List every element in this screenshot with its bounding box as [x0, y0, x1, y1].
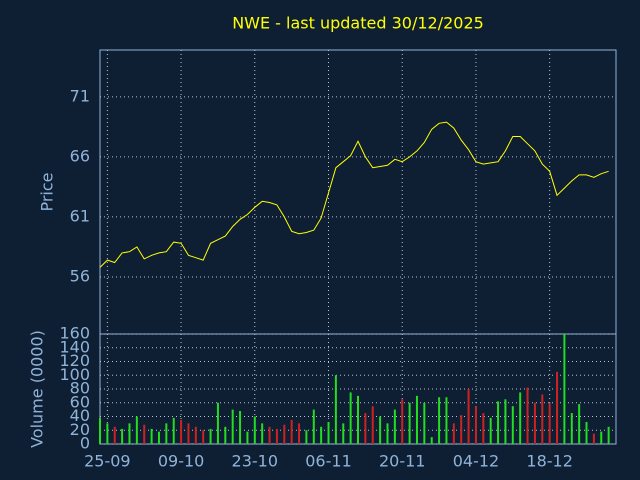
volume-bar: [511, 406, 514, 444]
volume-bar: [438, 397, 441, 444]
volume-bar: [357, 395, 359, 444]
y-tick-label: 71: [70, 86, 90, 105]
volume-bar: [563, 334, 566, 444]
volume-bar: [533, 402, 536, 444]
volume-bar: [327, 422, 330, 444]
volume-bar: [467, 389, 470, 444]
y-tick-label: 140: [59, 337, 90, 356]
volume-bar: [452, 423, 455, 444]
volume-bar: [209, 428, 212, 444]
y-tick-label: 20: [70, 420, 90, 439]
volume-bar: [180, 419, 183, 444]
volume-bar: [150, 428, 153, 444]
volume-bar: [275, 428, 278, 444]
volume-bar: [231, 409, 234, 444]
volume-bar: [423, 402, 426, 444]
volume-bar: [600, 431, 603, 444]
volume-bar: [239, 411, 242, 444]
x-tick-label: 23-10: [232, 452, 279, 471]
price-line: [99, 121, 609, 268]
volume-bar: [253, 416, 256, 444]
volume-bar: [224, 426, 227, 444]
x-tick-label: 09-10: [158, 452, 205, 471]
volume-bar: [261, 423, 264, 444]
volume-bar: [585, 422, 588, 444]
volume-bar: [393, 409, 396, 444]
y-tick-label: 100: [59, 365, 90, 384]
chart-title: NWE - last updated 30/12/2025: [232, 14, 484, 33]
volume-bar: [430, 437, 433, 444]
y-tick-label: 0: [80, 434, 90, 453]
volume-bar: [556, 371, 559, 444]
y-tick-label: 66: [70, 146, 90, 165]
volume-bar: [157, 431, 160, 444]
volume-bar: [592, 433, 595, 444]
y-tick-label: 80: [70, 379, 90, 398]
volume-bar: [187, 423, 190, 444]
volume-bar: [415, 395, 418, 444]
volume-bar: [135, 416, 138, 444]
volume-bar: [489, 417, 492, 444]
y-tick-label: 160: [59, 324, 90, 343]
y-tick-label: 60: [70, 392, 90, 411]
volume-bar: [298, 423, 301, 444]
price-axis-label: Price: [38, 172, 57, 211]
x-tick-label: 20-11: [379, 452, 426, 471]
volume-bar: [541, 394, 544, 444]
volume-bar: [216, 402, 219, 444]
volume-bar: [334, 375, 337, 444]
volume-bar: [364, 413, 367, 444]
volume-bar: [578, 404, 581, 444]
volume-bar: [143, 424, 146, 444]
volume-bar: [283, 424, 286, 444]
volume-bar: [165, 423, 168, 444]
volume-bar: [172, 417, 175, 444]
volume-bar: [386, 423, 389, 444]
volume-bar: [121, 428, 124, 444]
volume-bar: [342, 423, 345, 444]
volume-bar: [106, 423, 109, 444]
volume-bar: [445, 397, 448, 444]
volume-bar: [607, 426, 610, 444]
volume-axis-label: Volume (0000): [28, 330, 47, 448]
volume-bar: [460, 415, 463, 444]
volume-bar: [504, 399, 507, 444]
volume-bar: [99, 417, 101, 444]
volume-bar: [305, 430, 308, 444]
x-tick-label: 06-11: [305, 452, 352, 471]
volume-bar: [290, 419, 293, 444]
volume-bar: [519, 392, 522, 444]
volume-bar: [408, 402, 411, 444]
volume-bar: [371, 406, 374, 444]
volume-bar: [202, 430, 205, 444]
volume-bar: [128, 423, 131, 444]
volume-bar: [320, 426, 323, 444]
volume-bar: [482, 413, 485, 444]
y-tick-label: 120: [59, 351, 90, 370]
volume-bar: [194, 426, 197, 444]
volume-bar: [497, 401, 500, 444]
volume-bar: [349, 392, 352, 444]
x-tick-label: 18-12: [526, 452, 573, 471]
volume-bar: [268, 426, 271, 444]
x-tick-label: 04-12: [453, 452, 500, 471]
y-tick-label: 40: [70, 406, 90, 425]
volume-bar: [548, 402, 551, 444]
x-tick-label: 25-09: [84, 452, 131, 471]
volume-bar: [312, 409, 315, 444]
volume-bar: [570, 413, 573, 444]
volume-bar: [474, 406, 477, 444]
volume-bar: [526, 387, 529, 444]
volume-bar: [379, 416, 382, 444]
volume-bar: [113, 426, 116, 444]
volume-bar: [401, 399, 404, 444]
volume-bar: [246, 431, 249, 444]
y-tick-label: 61: [70, 206, 90, 225]
y-tick-label: 56: [70, 266, 90, 285]
